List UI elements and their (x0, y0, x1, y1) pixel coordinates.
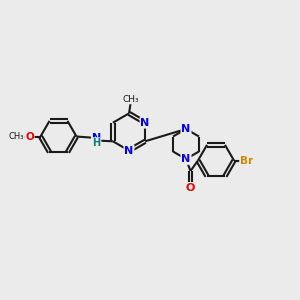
Text: N: N (124, 146, 134, 156)
Text: N: N (182, 154, 190, 164)
Text: O: O (186, 183, 195, 194)
Text: H: H (92, 138, 100, 148)
Text: CH₃: CH₃ (8, 132, 24, 141)
Text: O: O (25, 131, 34, 142)
Text: N: N (182, 124, 190, 134)
Text: N: N (92, 133, 101, 143)
Text: N: N (140, 118, 150, 128)
Text: Br: Br (240, 155, 253, 166)
Text: CH₃: CH₃ (122, 94, 139, 103)
